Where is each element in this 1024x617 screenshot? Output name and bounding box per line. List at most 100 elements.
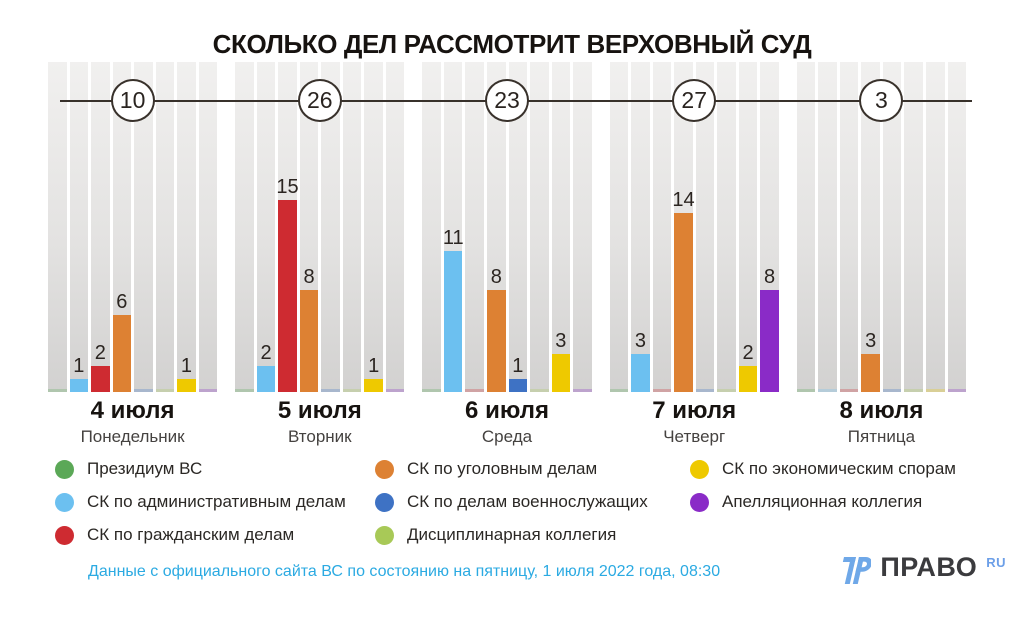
day-group: 10 1 2 6 1 4 июля Понедельник — [48, 62, 218, 447]
bar-track — [818, 62, 837, 392]
legend: Президиум ВС СК по административным делам… — [55, 459, 1006, 558]
bar-track — [695, 62, 715, 392]
bar-value-label: 14 — [672, 188, 695, 211]
bar-value-label: 8 — [764, 265, 776, 288]
bar: 8 — [760, 266, 779, 392]
bar-value-label: 2 — [260, 342, 272, 365]
bar: 1 — [364, 355, 383, 392]
bar-track — [717, 62, 736, 392]
day-date-label: 6 июля — [465, 397, 549, 424]
bar-track: 15 — [276, 62, 299, 392]
bar-track: 14 — [672, 62, 695, 392]
bar-value-label: 1 — [180, 355, 193, 378]
bar-track: 8 — [760, 62, 779, 392]
bar-value-label: 1 — [512, 355, 524, 378]
bar-value-label: 3 — [555, 329, 567, 352]
bar-value-label: 1 — [73, 355, 85, 378]
bar-track — [134, 62, 153, 392]
bar-track: 6 — [112, 62, 132, 392]
bar-track — [573, 62, 592, 392]
legend-label: СК по экономическим спорам — [722, 459, 956, 478]
bar-value-label: 15 — [276, 176, 299, 198]
bar-value-label: 1 — [368, 355, 380, 378]
bar: 11 — [443, 227, 464, 392]
pravo-ru-logo: ПРАВО RU — [837, 554, 1006, 586]
legend-item: СК по административным делам — [55, 492, 375, 512]
bar-value-label: 8 — [490, 265, 502, 288]
legend-color-dot — [690, 459, 709, 479]
day-total-badge: 26 — [297, 79, 342, 122]
bar-track — [48, 62, 67, 392]
category-tracks: 3 — [796, 62, 967, 392]
bar: 15 — [276, 176, 299, 392]
page-title: СКОЛЬКО ДЕЛ РАССМОТРИТ ВЕРХОВНЫЙ СУД — [212, 29, 812, 59]
day-total-badge: 23 — [485, 79, 529, 122]
day-weekday-label: Вторник — [288, 427, 352, 446]
legend-item: СК по уголовным делам — [375, 459, 690, 479]
bar-value-label: 11 — [442, 227, 464, 250]
bar-track: 8 — [487, 62, 506, 392]
bar-track — [465, 62, 484, 392]
bar: 3 — [631, 330, 650, 392]
bar: 2 — [256, 342, 276, 392]
day-date-label: 8 июля — [839, 397, 924, 424]
bar: 6 — [112, 291, 132, 392]
bar-track: 11 — [443, 62, 464, 392]
day-group: 26 2 15 8 1 5 июля Вторник — [235, 62, 405, 447]
category-tracks: 11 8 1 3 — [422, 62, 592, 392]
day-group: 27 3 14 2 8 7 июля Четверг — [609, 62, 779, 447]
legend-label: Президиум ВС — [87, 459, 203, 478]
legend-color-dot — [375, 492, 394, 512]
legend-column: Президиум ВС СК по административным делам… — [55, 459, 375, 558]
bar: 1 — [508, 355, 528, 392]
bar-track: 1 — [508, 62, 528, 392]
bar: 1 — [177, 355, 196, 392]
bar-track: 1 — [69, 62, 89, 392]
bar-track — [385, 62, 405, 392]
day-date-label: 4 июля — [90, 397, 175, 424]
legend-label: СК по уголовным делам — [407, 459, 598, 478]
day-total-badge: 27 — [672, 79, 717, 122]
bar-track: 3 — [861, 62, 880, 392]
legend-label: Дисциплинарная коллегия — [407, 525, 617, 544]
legend-item: Президиум ВС — [55, 459, 375, 479]
bar-chart: 10 1 2 6 1 4 июля Понедельник 26 2 15 8 1 5 июля Втор… — [48, 62, 972, 447]
day-weekday-label: Пятница — [847, 427, 916, 446]
legend-item: Апелляционная коллегия — [690, 492, 1006, 512]
bar-value-label: 6 — [116, 291, 128, 314]
legend-item: Дисциплинарная коллегия — [375, 525, 690, 545]
bar-track: 3 — [551, 62, 571, 392]
legend-color-dot — [375, 459, 394, 479]
bar-track — [422, 62, 441, 392]
legend-color-dot — [55, 459, 74, 479]
bar: 8 — [299, 266, 319, 392]
bar-track: 1 — [364, 62, 383, 392]
bar-track — [342, 62, 362, 392]
bar-track — [235, 62, 254, 392]
pravo-logo-icon — [843, 557, 872, 584]
bar-track — [904, 62, 923, 392]
bar-track: 3 — [631, 62, 650, 392]
bar-value-label: 2 — [94, 342, 106, 365]
bar: 3 — [861, 330, 880, 392]
day-total-badge: 10 — [110, 79, 155, 122]
bar-value-label: 2 — [742, 342, 754, 365]
day-weekday-label: Понедельник — [80, 427, 185, 446]
legend-label: СК по административным делам — [87, 492, 346, 511]
logo-suffix: RU — [986, 555, 1006, 570]
day-date-label: 5 июля — [277, 397, 362, 424]
legend-color-dot — [55, 525, 74, 545]
legend-label: СК по гражданским делам — [87, 525, 295, 544]
bar-track — [155, 62, 175, 392]
bar: 14 — [672, 189, 695, 392]
bar: 3 — [551, 330, 571, 392]
bar-track — [796, 62, 816, 392]
legend-item: СК по экономическим спорам — [690, 459, 1006, 479]
bar-track: 2 — [91, 62, 110, 392]
bar: 1 — [69, 355, 89, 392]
legend-item: СК по делам военнослужащих — [375, 492, 690, 512]
bar-track — [198, 62, 218, 392]
bar-value-label: 3 — [865, 329, 877, 352]
legend-column: СК по уголовным делам СК по делам военнос… — [375, 459, 690, 558]
